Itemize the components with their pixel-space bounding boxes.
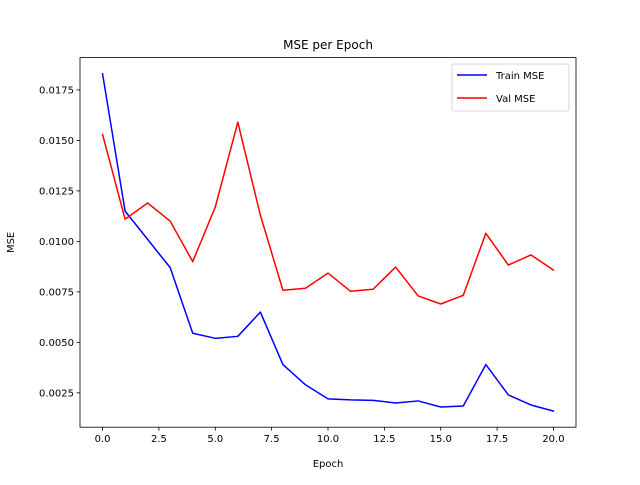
plot-lines (101, 72, 555, 412)
y-axis-ticks: 0.0025 0.0050 0.0075 0.0100 0.0125 0.0150 0.01… (39, 85, 80, 399)
x-tick-label: 15.0 (430, 434, 452, 445)
x-tick-label: 0.0 (95, 434, 111, 445)
chart-title: MSE per Epoch (283, 38, 373, 52)
y-tick-label: 0.0050 (39, 338, 74, 349)
x-tick-label: 7.5 (264, 434, 280, 445)
y-tick-label: 0.0125 (39, 186, 74, 197)
series-line-train-mse (101, 72, 555, 412)
y-tick-label: 0.0100 (39, 237, 74, 248)
x-axis-label: Epoch (313, 459, 344, 470)
y-tick-label: 0.0175 (39, 85, 74, 96)
x-axis-ticks: 0.0 2.5 5.0 7.5 10.0 12.5 15.0 17.5 20.0 (95, 427, 565, 445)
legend: Train MSE Val MSE (451, 63, 570, 112)
x-tick-label: 10.0 (317, 434, 339, 445)
y-tick-label: 0.0150 (39, 136, 74, 147)
x-tick-label: 2.5 (151, 434, 167, 445)
y-axis-label: MSE (6, 232, 17, 253)
legend-label-val-mse: Val MSE (496, 94, 535, 105)
series-line-val-mse (101, 121, 555, 305)
x-tick-label: 12.5 (373, 434, 395, 445)
y-tick-label: 0.0075 (39, 287, 74, 298)
x-tick-label: 20.0 (542, 434, 564, 445)
x-tick-label: 17.5 (486, 434, 508, 445)
x-tick-label: 5.0 (207, 434, 223, 445)
y-tick-label: 0.0025 (39, 388, 74, 399)
legend-label-train-mse: Train MSE (495, 71, 544, 82)
